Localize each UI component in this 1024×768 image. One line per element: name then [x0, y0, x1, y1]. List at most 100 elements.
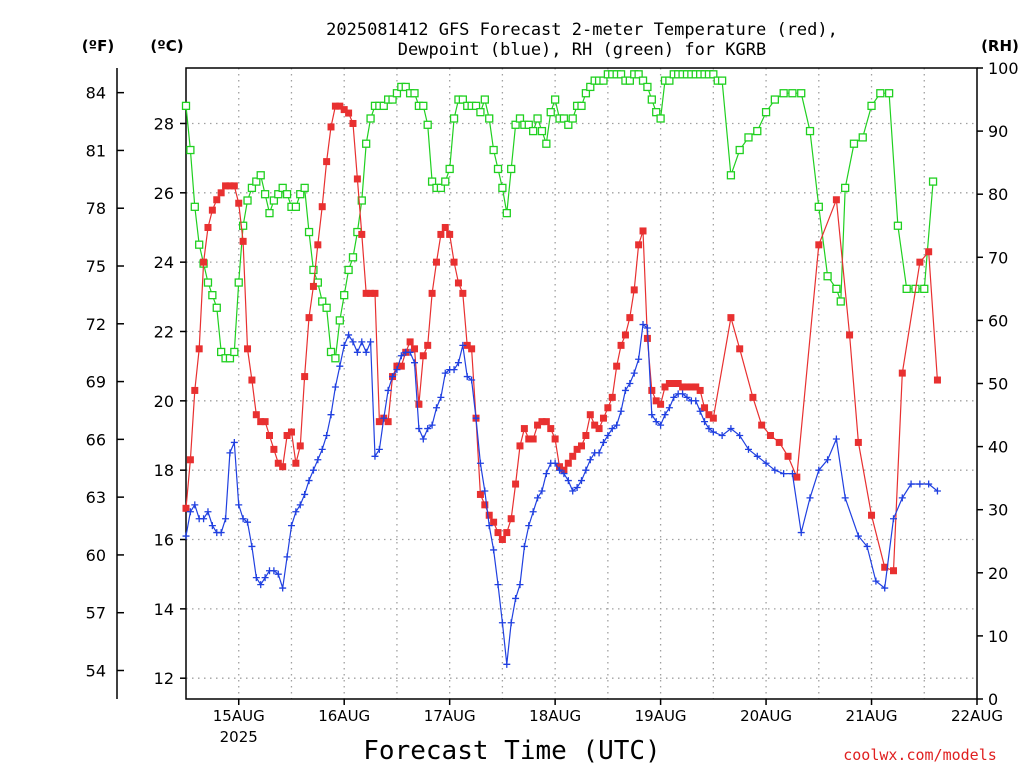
dewpoint-point: [744, 445, 752, 453]
dewpoint-point: [248, 542, 256, 550]
temperature-point: [933, 376, 941, 384]
dewpoint-point: [186, 508, 194, 516]
dewpoint-point: [907, 480, 915, 488]
dewpoint-point: [661, 411, 669, 419]
temperature-point: [261, 418, 269, 426]
dewpoint-point: [375, 445, 383, 453]
dewpoint-point: [204, 508, 212, 516]
dewpoint-point: [261, 574, 269, 582]
x-tick-sublabel: 2025: [220, 728, 258, 746]
rh-point: [309, 265, 318, 275]
rh-point: [186, 145, 195, 155]
rh-point: [265, 208, 274, 218]
temperature-point: [573, 445, 581, 453]
temperature-point: [309, 282, 317, 290]
rh-point: [893, 221, 903, 230]
dewpoint-point: [564, 477, 572, 485]
temperature-point: [406, 338, 414, 346]
rh-point: [502, 208, 511, 218]
dewpoint-point: [287, 522, 295, 530]
rh-point: [304, 227, 314, 237]
temperature-point: [679, 383, 687, 391]
dewpoint-point: [252, 574, 260, 582]
temperature-point: [898, 369, 906, 377]
dewpoint-point: [872, 577, 880, 585]
rh-point: [476, 108, 485, 117]
temperature-point: [213, 196, 221, 204]
dewpoint-point: [916, 480, 924, 488]
series-rh: [181, 70, 938, 363]
rh-point: [401, 82, 410, 92]
dewpoint-point: [534, 494, 542, 502]
temperature-point: [529, 435, 537, 443]
rh-point: [511, 120, 520, 129]
rh-point: [480, 95, 489, 104]
dewpoint-point: [331, 383, 339, 391]
dewpoint-point: [428, 421, 436, 429]
dewpoint-point: [652, 418, 660, 426]
rh-point: [449, 114, 459, 123]
temperature-point: [617, 341, 625, 349]
rh-point: [735, 145, 744, 155]
temperature-point: [705, 411, 713, 419]
fahrenheit-tick-label: 72: [86, 315, 106, 334]
rh-point: [770, 95, 780, 104]
temperature-point: [283, 432, 291, 440]
dewpoint-point: [753, 452, 761, 460]
temperature-point: [595, 425, 603, 433]
temperature-point: [279, 463, 287, 471]
rh-point: [656, 114, 665, 123]
dewpoint-point: [762, 459, 770, 467]
celsius-tick-label: 12: [154, 669, 174, 688]
temperature-point: [520, 425, 528, 433]
x-tick-label: 16AUG: [318, 707, 370, 725]
temperature-point: [661, 383, 669, 391]
rh-point: [788, 89, 797, 98]
rh-tick-label: 10: [988, 627, 1008, 646]
dewpoint-point: [657, 421, 665, 429]
x-tick-label: 22AUG: [951, 707, 1003, 725]
tick-labels: 12 14 16 18 20 22 24 26 28 54 57 60 63 66 69 72 75 78 81 84…: [86, 59, 1019, 746]
dewpoint-point: [560, 470, 568, 478]
temperature-point: [222, 182, 230, 190]
rh-point: [190, 202, 199, 211]
rh-point: [225, 354, 235, 363]
dewpoint-point: [380, 414, 388, 422]
dewpoint-point: [481, 487, 489, 495]
temperature-point: [683, 383, 691, 391]
fahrenheit-tick-label: 69: [86, 373, 106, 392]
dewpoint-point: [736, 432, 744, 440]
credit-text: coolwx.com/models: [843, 746, 997, 764]
x-tick-label: 21AUG: [846, 707, 898, 725]
temperature-point: [564, 459, 572, 467]
dewpoint-point: [490, 546, 498, 554]
dewpoint-point: [841, 494, 849, 502]
rh-point: [814, 202, 823, 211]
dewpoint-point: [476, 459, 484, 467]
rh-point: [884, 89, 894, 98]
dewpoint-point: [450, 366, 458, 374]
rh-tick-label: 40: [988, 438, 1008, 457]
temperature-point: [446, 230, 454, 238]
dewpoint-point: [683, 393, 691, 401]
dewpoint-point: [309, 466, 317, 474]
temperature-point: [639, 227, 647, 235]
rh-point: [586, 82, 595, 92]
temperature-point: [239, 237, 247, 245]
temperature-point: [775, 438, 783, 446]
series-line-dewpoint: [185, 323, 938, 665]
dewpoint-point: [244, 518, 252, 526]
dewpoint-point: [520, 542, 528, 550]
dewpoint-point: [397, 352, 405, 360]
dewpoint-point: [353, 348, 361, 356]
temperature-point: [516, 442, 524, 450]
rh-point: [515, 114, 525, 123]
dewpoint-point: [630, 369, 638, 377]
temperature-point: [608, 393, 616, 401]
dewpoint-point: [432, 404, 440, 412]
dewpoint-point: [367, 338, 375, 346]
temperature-point: [696, 386, 704, 394]
dewpoint-point: [727, 425, 735, 433]
dewpoint-point: [692, 397, 700, 405]
dewpoint-point: [569, 487, 577, 495]
